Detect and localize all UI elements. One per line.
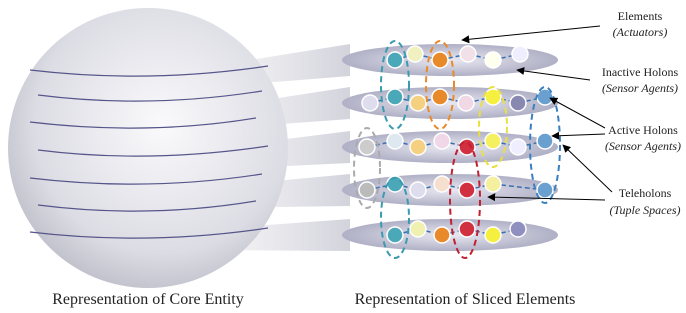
node [410, 95, 426, 111]
node [387, 52, 403, 68]
node [359, 182, 375, 198]
node [387, 89, 403, 105]
node [510, 221, 526, 237]
node [434, 133, 450, 149]
label-title: Elements [618, 9, 663, 23]
node [407, 46, 423, 62]
caption: Representation of Core Entity [52, 291, 244, 308]
node [485, 227, 501, 243]
node [485, 133, 501, 149]
arrow [462, 26, 600, 40]
node [510, 95, 526, 111]
node [359, 139, 375, 155]
node [460, 46, 476, 62]
arrow [550, 98, 605, 128]
core-sphere [8, 8, 288, 288]
label-subtitle: (Sensor Agents) [605, 139, 681, 153]
caption: Representation of Sliced Elements [355, 291, 576, 308]
node [410, 182, 426, 198]
node [387, 227, 403, 243]
label-subtitle: (Tuple Spaces) [610, 203, 681, 217]
node [410, 221, 426, 237]
node [410, 139, 426, 155]
node [434, 227, 450, 243]
node [537, 182, 553, 198]
node [432, 89, 448, 105]
node [458, 95, 474, 111]
label-title: Inactive Holons [602, 65, 679, 79]
diagram: Elements (Actuators) Inactive Holons (Se… [0, 0, 686, 313]
arrow [552, 134, 605, 136]
node [485, 176, 501, 192]
node [485, 52, 501, 68]
node [510, 139, 526, 155]
label-title: Teleholons [619, 186, 672, 200]
node [537, 133, 553, 149]
label-subtitle: (Sensor Agents) [602, 81, 678, 95]
node [512, 46, 528, 62]
node [459, 182, 475, 198]
label-subtitle: (Actuators) [613, 25, 668, 39]
node [387, 133, 403, 149]
arrow [517, 70, 590, 80]
label-title: Active Holons [608, 123, 678, 137]
node [362, 95, 378, 111]
node [434, 176, 450, 192]
node [432, 52, 448, 68]
node [459, 221, 475, 237]
